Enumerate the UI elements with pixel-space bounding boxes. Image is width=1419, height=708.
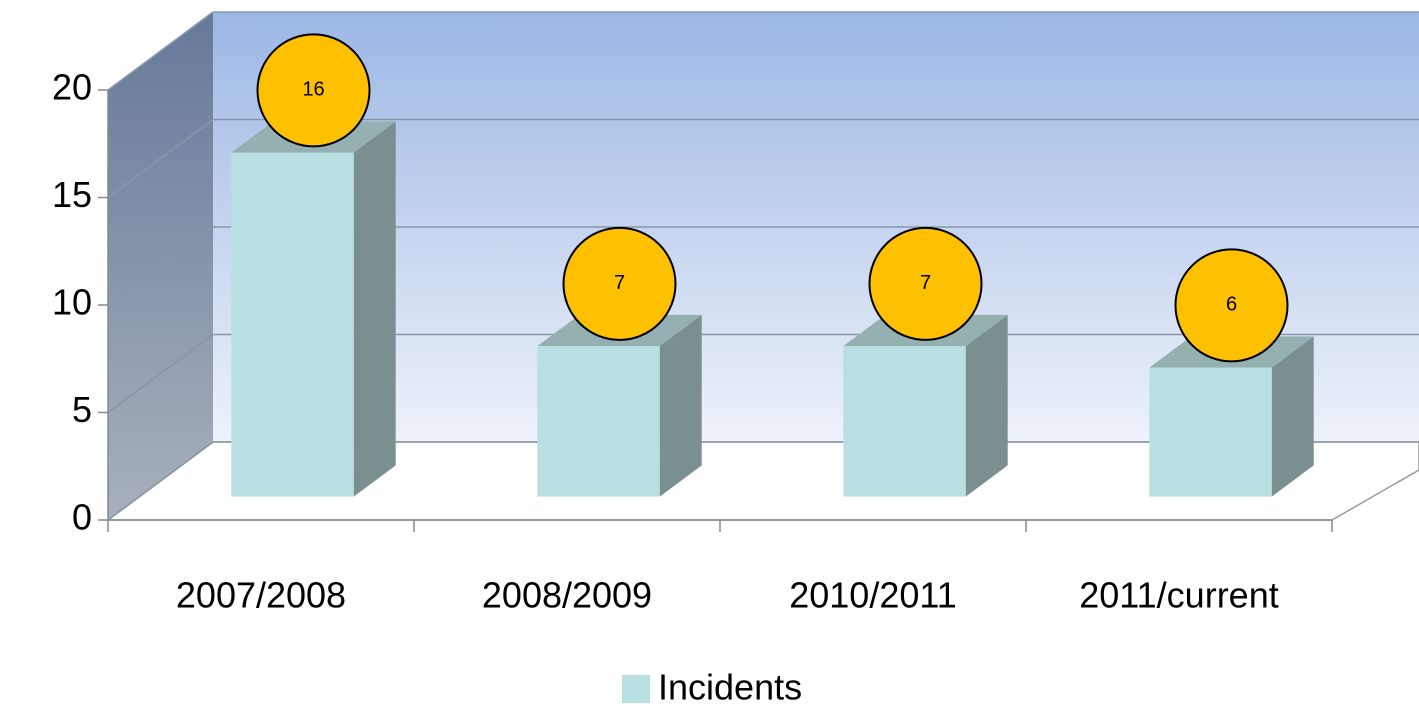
bar-side — [965, 314, 1008, 497]
bar-side — [1271, 336, 1314, 497]
bar — [1149, 367, 1272, 497]
x-tick-label: 2011/current — [1079, 575, 1278, 616]
bar-side — [659, 314, 702, 497]
x-tick-label: 2007/2008 — [176, 575, 346, 616]
data-label-bubble — [562, 226, 677, 341]
grid-line — [107, 11, 214, 91]
data-label: 7 — [920, 272, 931, 294]
bar — [231, 152, 354, 497]
grid-line — [107, 333, 214, 414]
legend-swatch — [622, 675, 650, 703]
data-label-bubble — [256, 33, 371, 148]
grid-line — [107, 226, 214, 306]
grid-line — [107, 441, 214, 521]
y-tick-label: 10 — [52, 282, 92, 323]
y-tick-label: 15 — [52, 174, 92, 215]
x-tick-label: 2010/2011 — [789, 575, 957, 616]
data-label-bubble — [1174, 248, 1289, 363]
legend-label: Incidents — [658, 667, 802, 708]
y-tick-label: 0 — [72, 497, 92, 538]
bar — [843, 346, 966, 497]
bar — [537, 346, 660, 497]
data-label: 6 — [1226, 294, 1237, 316]
x-tick-label: 2008/2009 — [482, 575, 652, 616]
grid-line — [107, 118, 214, 199]
y-tick-label: 20 — [52, 67, 92, 108]
bar-side — [353, 121, 396, 497]
y-tick-label: 5 — [72, 389, 92, 430]
data-label-bubble — [868, 226, 983, 341]
data-label: 16 — [302, 79, 324, 101]
data-label: 7 — [614, 272, 625, 294]
